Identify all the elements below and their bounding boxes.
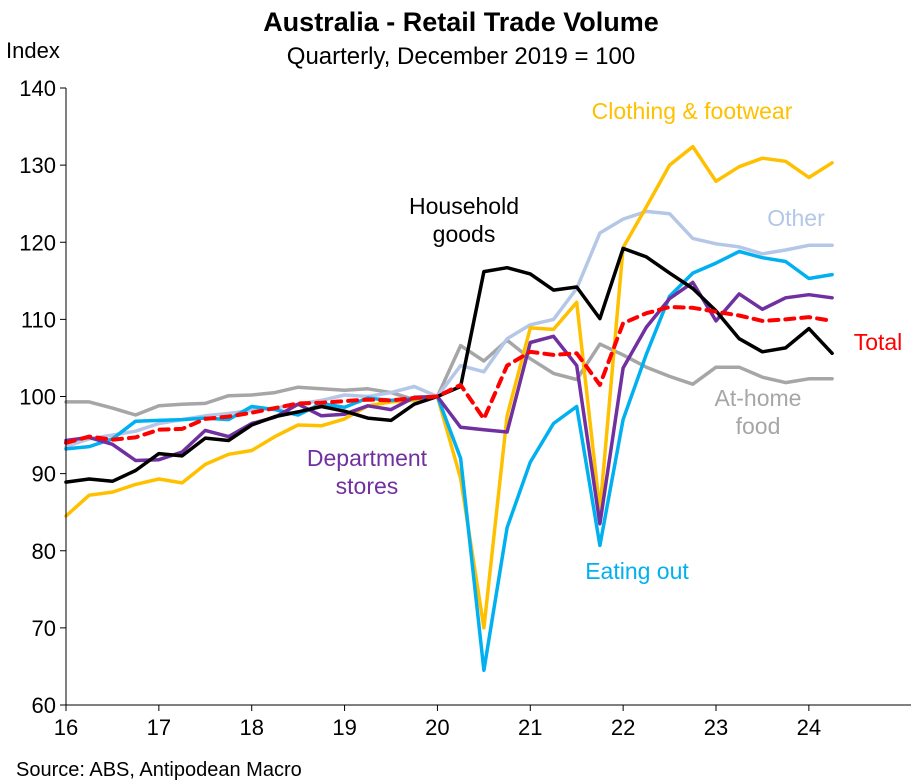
series-label-at-home-food: At-home	[715, 385, 802, 411]
series-line-eating-out	[64, 249, 834, 673]
series-label-at-home-food: food	[736, 413, 781, 439]
x-tick-label: 16	[54, 715, 78, 740]
series-label-eating-out: Eating out	[585, 558, 689, 584]
y-tick-label: 80	[32, 539, 56, 564]
x-tick-label: 24	[797, 715, 821, 740]
y-tick-label: 60	[32, 693, 56, 718]
source-note: Source: ABS, Antipodean Macro	[16, 759, 302, 780]
series-label-other: Other	[767, 205, 825, 231]
x-axis: 16 17 18 19 20 21 22 23 24	[54, 705, 821, 740]
series-lines	[64, 144, 835, 673]
y-tick-label: 140	[19, 76, 56, 101]
x-tick-label: 20	[425, 715, 449, 740]
chart-title: Australia - Retail Trade Volume	[263, 7, 659, 37]
series-line-clothing-footwear	[64, 144, 834, 630]
y-tick-label: 70	[32, 616, 56, 641]
x-tick-label: 21	[518, 715, 542, 740]
series-label-clothing-footwear: Clothing & footwear	[592, 98, 793, 124]
series-label-total: Total	[854, 329, 903, 355]
x-tick-label: 23	[704, 715, 728, 740]
y-tick-label: 120	[19, 230, 56, 255]
x-tick-label: 22	[611, 715, 635, 740]
x-tick-label: 18	[239, 715, 263, 740]
series-label-household-goods: goods	[433, 221, 496, 247]
y-tick-label: 110	[21, 307, 56, 332]
series-line-total	[64, 305, 835, 445]
series-label-household-goods: Household	[409, 193, 519, 219]
y-tick-label: 90	[32, 462, 56, 487]
x-tick-label: 19	[332, 715, 356, 740]
series-line-at-home-food	[64, 338, 834, 417]
x-tick-label: 17	[147, 715, 171, 740]
chart-subtitle: Quarterly, December 2019 = 100	[287, 43, 635, 70]
series-label-department-stores: stores	[336, 473, 399, 499]
y-tick-label: 130	[19, 153, 56, 178]
y-axis: 60 70 80 90 100 110 120 130 140	[19, 76, 66, 718]
y-axis-label: Index	[6, 38, 60, 63]
y-tick-label: 100	[19, 385, 56, 410]
series-line-household-goods	[64, 246, 834, 484]
series-label-department-stores: Department	[307, 445, 428, 471]
